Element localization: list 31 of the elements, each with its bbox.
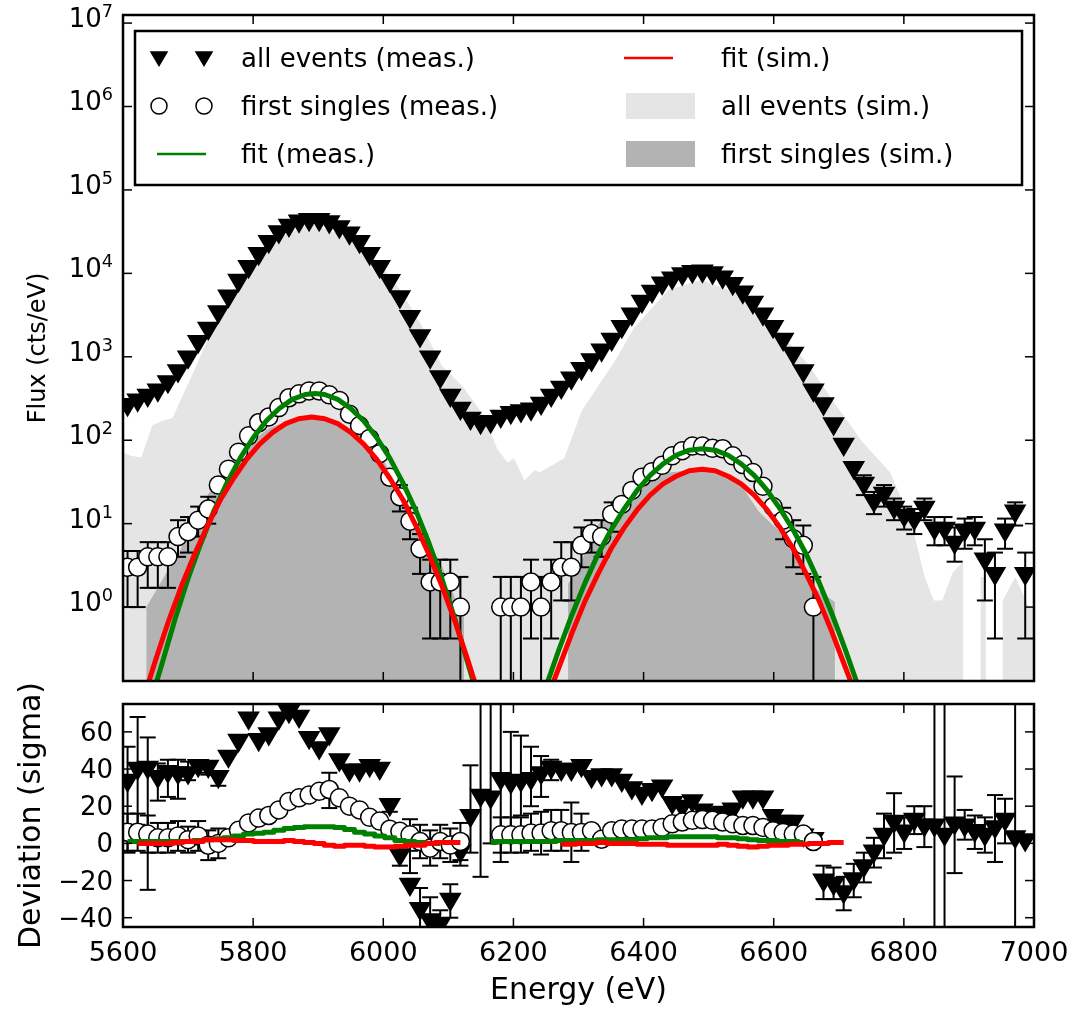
x-tick-label: 6800 — [869, 936, 939, 967]
y-axis-title: Deviation (sigma) — [12, 681, 47, 950]
y-tick-label: 10$^{3}$ — [68, 334, 113, 367]
y-tick-label: 10$^{6}$ — [68, 84, 113, 117]
x-tick-label: 6200 — [479, 936, 548, 967]
y-tick-label: −40 — [58, 902, 113, 933]
legend-label: all events (sim.) — [721, 91, 931, 122]
y-tick-label: 0 — [96, 828, 113, 859]
x-tick-label: 5600 — [88, 936, 158, 967]
legend-label: first singles (meas.) — [241, 91, 499, 122]
y-tick-label: 40 — [79, 754, 113, 785]
y-tick-label: −20 — [58, 865, 113, 896]
x-tick-label: 6400 — [609, 936, 678, 967]
y-tick-label: 20 — [79, 791, 113, 822]
x-tick-label: 7000 — [999, 936, 1069, 967]
y-tick-label: 10$^{0}$ — [68, 584, 113, 617]
y-tick-label: 10$^{7}$ — [68, 0, 113, 33]
y-axis-title: Flux (cts/eV) — [23, 272, 51, 424]
x-tick-label: 6600 — [739, 936, 809, 967]
legend-label: all events (meas.) — [241, 43, 475, 74]
legend-label: first singles (sim.) — [721, 139, 954, 170]
x-tick-label: 5800 — [218, 936, 288, 967]
legend-label: fit (meas.) — [241, 139, 376, 170]
x-axis-title: Energy (eV) — [490, 971, 667, 1006]
x-tick-label: 6000 — [348, 936, 418, 967]
y-tick-label: 60 — [79, 716, 113, 747]
y-tick-label: 10$^{1}$ — [68, 501, 113, 534]
y-tick-label: 10$^{2}$ — [68, 418, 113, 451]
y-tick-label: 10$^{5}$ — [68, 167, 113, 200]
y-tick-label: 10$^{4}$ — [68, 251, 113, 284]
legend-label: fit (sim.) — [721, 43, 831, 74]
